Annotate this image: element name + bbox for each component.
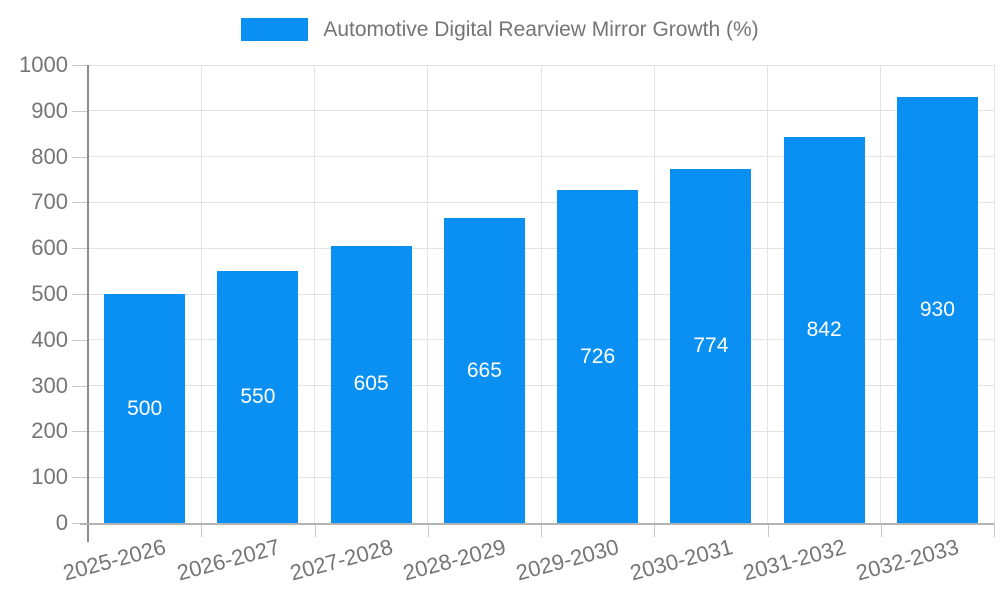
y-tick bbox=[72, 202, 88, 204]
bar[interactable]: 842 bbox=[783, 137, 865, 523]
x-tick-label: 2030-2031 bbox=[626, 534, 736, 586]
y-tick bbox=[72, 110, 88, 112]
bar-value-label: 774 bbox=[693, 333, 729, 357]
y-tick bbox=[72, 339, 88, 341]
bar[interactable]: 500 bbox=[104, 294, 186, 523]
y-tick-label: 900 bbox=[31, 97, 68, 123]
x-tick bbox=[314, 523, 316, 537]
x-axis-line bbox=[80, 523, 994, 525]
y-tick-label: 100 bbox=[31, 464, 68, 490]
x-tick-label: 2025-2026 bbox=[60, 534, 169, 586]
bar[interactable]: 726 bbox=[557, 190, 639, 523]
bar[interactable]: 774 bbox=[670, 168, 752, 523]
bar-value-label: 665 bbox=[466, 358, 502, 382]
y-tick bbox=[72, 65, 88, 66]
y-tick-label: 500 bbox=[31, 281, 68, 306]
y-tick bbox=[72, 156, 88, 158]
x-tick-label: 2032-2033 bbox=[853, 534, 962, 586]
x-gridline bbox=[200, 65, 202, 523]
bar-value-label: 605 bbox=[353, 372, 389, 396]
legend-label: Automotive Digital Rearview Mirror Growt… bbox=[323, 18, 759, 41]
x-gridline bbox=[314, 65, 315, 523]
y-tick-label: 400 bbox=[31, 326, 68, 352]
x-gridline bbox=[993, 65, 995, 523]
y-tick-label: 700 bbox=[31, 189, 68, 215]
bar[interactable]: 550 bbox=[217, 271, 299, 523]
y-tick bbox=[72, 431, 88, 433]
bar-value-label: 500 bbox=[127, 396, 163, 420]
legend-swatch bbox=[241, 18, 309, 41]
y-tick-label: 800 bbox=[31, 143, 68, 169]
y-tick bbox=[72, 477, 88, 479]
bar[interactable]: 605 bbox=[330, 245, 412, 523]
bar[interactable]: 930 bbox=[896, 97, 978, 523]
x-tick bbox=[654, 523, 656, 537]
x-gridline bbox=[653, 65, 655, 523]
x-gridline bbox=[427, 65, 429, 523]
x-tick bbox=[541, 523, 542, 537]
y-tick bbox=[72, 294, 88, 295]
x-tick-label: 2029-2030 bbox=[513, 534, 622, 586]
x-tick-label: 2028-2029 bbox=[400, 534, 509, 586]
y-tick bbox=[72, 248, 88, 250]
bar[interactable]: 665 bbox=[443, 218, 525, 523]
x-tick bbox=[201, 523, 203, 537]
x-gridline bbox=[540, 65, 542, 523]
x-tick bbox=[427, 523, 429, 537]
x-tick bbox=[767, 523, 769, 537]
x-gridline bbox=[880, 65, 882, 523]
chart-legend[interactable]: Automotive Digital Rearview Mirror Growt… bbox=[0, 18, 1000, 41]
x-tick-label: 2027-2028 bbox=[287, 534, 396, 586]
y-tick-label: 1000 bbox=[19, 52, 68, 77]
y-tick bbox=[72, 385, 88, 387]
x-tick bbox=[994, 523, 995, 537]
y-tick-label: 200 bbox=[31, 418, 68, 444]
y-tick-label: 600 bbox=[31, 235, 68, 261]
bar-value-label: 930 bbox=[919, 298, 955, 322]
bar-value-label: 550 bbox=[240, 385, 276, 409]
x-gridline bbox=[767, 65, 768, 523]
x-tick-label: 2026-2027 bbox=[173, 534, 283, 586]
y-axis-line bbox=[87, 65, 89, 542]
bar-value-label: 842 bbox=[806, 318, 842, 342]
y-tick-label: 300 bbox=[31, 372, 68, 398]
bar-value-label: 726 bbox=[580, 344, 616, 368]
x-tick bbox=[880, 523, 882, 537]
x-tick-label: 2031-2032 bbox=[740, 534, 849, 586]
y-tick-label: 0 bbox=[55, 510, 68, 535]
